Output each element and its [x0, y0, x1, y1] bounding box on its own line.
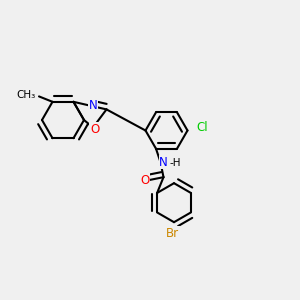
Text: Cl: Cl — [197, 121, 208, 134]
Text: O: O — [90, 122, 99, 136]
Text: N: N — [88, 99, 98, 112]
Text: N: N — [159, 156, 168, 169]
Text: CH₃: CH₃ — [17, 90, 36, 100]
Text: -H: -H — [170, 158, 181, 168]
Text: Br: Br — [166, 227, 179, 240]
Text: O: O — [140, 174, 149, 187]
